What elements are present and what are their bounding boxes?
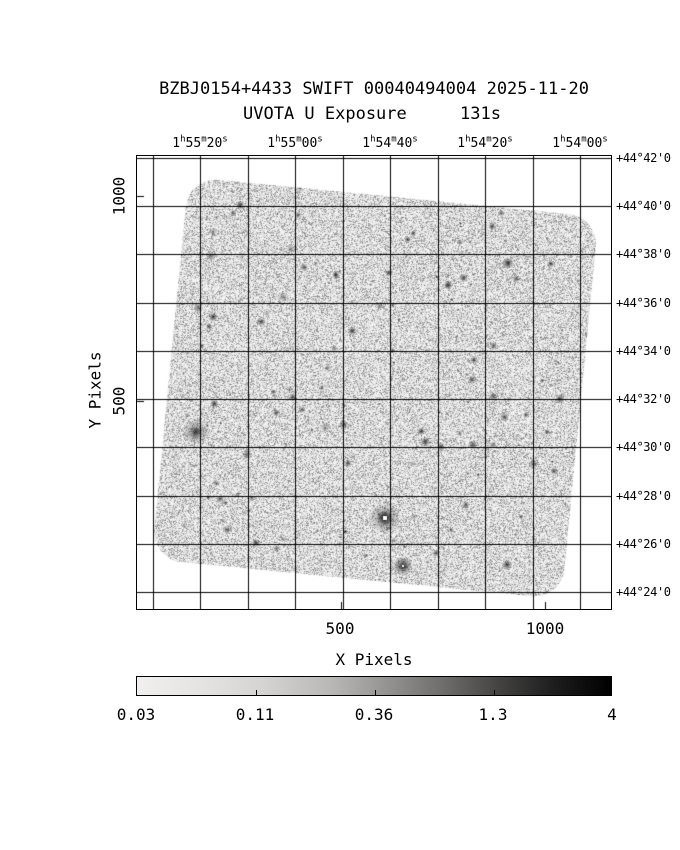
x-tick-label: 1000 <box>525 619 565 638</box>
ra-tick-label: 1h54m00s <box>552 134 608 151</box>
y-tick-label: 500 <box>109 386 129 416</box>
colorbar-tick-mark <box>494 690 495 695</box>
colorbar-tick-mark <box>256 690 257 695</box>
dec-tick-label: +44°26'0 <box>616 536 671 551</box>
dec-tick-label: +44°28'0 <box>616 488 671 503</box>
dec-tick-label: +44°40'0 <box>616 199 671 214</box>
ra-tick-label: 1h54m40s <box>362 134 418 151</box>
colorbar-tick-mark <box>375 690 376 695</box>
x-axis-label: X Pixels <box>335 650 413 669</box>
exposure-duration: 131s <box>460 104 501 124</box>
dec-tick-label: +44°34'0 <box>616 343 671 358</box>
ra-tick-label: 1h55m20s <box>172 134 228 151</box>
x-tick-label: 500 <box>325 619 355 638</box>
exposure-image-canvas <box>136 155 612 610</box>
plot-title: BZBJ0154+4433 SWIFT 00040494004 2025-11-… <box>159 79 589 99</box>
dec-tick-label: +44°38'0 <box>616 247 671 262</box>
colorbar-tick-label: 4 <box>607 705 617 724</box>
plot-subtitle: UVOTA U Exposure <box>243 104 407 124</box>
colorbar-tick-label: 0.11 <box>235 705 275 724</box>
dec-tick-label: +44°32'0 <box>616 392 671 407</box>
y-axis-label: Y Pixels <box>85 351 105 429</box>
dec-tick-label: +44°42'0 <box>616 151 671 165</box>
colorbar <box>136 676 612 696</box>
colorbar-tick-label: 0.03 <box>116 705 156 724</box>
dec-tick-label: +44°30'0 <box>616 440 671 455</box>
colorbar-tick-label: 1.3 <box>478 705 508 724</box>
colorbar-tick-label: 0.36 <box>354 705 394 724</box>
dec-tick-label: +44°36'0 <box>616 295 671 310</box>
y-tick-label: 1000 <box>109 176 129 216</box>
dec-tick-label: +44°24'0 <box>616 584 671 599</box>
ra-tick-label: 1h54m20s <box>457 134 513 151</box>
ra-tick-label: 1h55m00s <box>267 134 323 151</box>
